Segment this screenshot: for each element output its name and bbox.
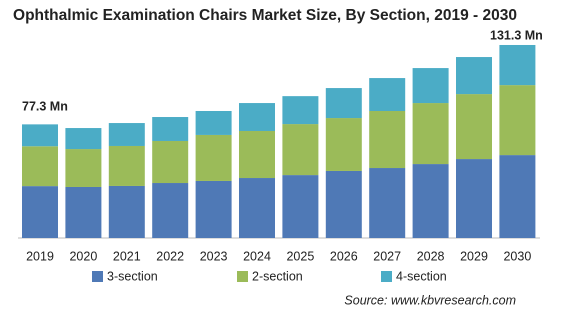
x-tick-label: 2026 xyxy=(330,249,358,263)
legend-label: 3-section xyxy=(107,269,158,283)
bar-segment xyxy=(456,57,492,95)
x-tick-label: 2025 xyxy=(286,249,314,263)
bar-segment xyxy=(325,170,362,238)
x-tick-label: 2019 xyxy=(26,249,54,263)
bar-segment xyxy=(108,123,145,146)
bar-segment xyxy=(456,94,492,160)
annotation: 131.3 Mn xyxy=(490,28,543,42)
x-tick-label: 2027 xyxy=(373,249,401,263)
x-tick-label: 2021 xyxy=(113,249,141,263)
bar-segment xyxy=(456,159,492,238)
x-tick-label: 2022 xyxy=(156,249,184,263)
bar-segment xyxy=(412,68,449,104)
x-tick-label: 2020 xyxy=(69,249,97,263)
bar-segment xyxy=(195,180,232,238)
legend-label: 2-section xyxy=(252,269,303,283)
bar-segment xyxy=(152,117,189,141)
bar-segment xyxy=(325,88,362,119)
bar-segment xyxy=(239,130,275,179)
chart-title: Ophthalmic Examination Chairs Market Siz… xyxy=(13,7,517,24)
bar-segment xyxy=(412,164,449,238)
legend-swatch xyxy=(237,271,248,282)
legend-swatch xyxy=(92,271,103,282)
bar-segment xyxy=(65,128,102,150)
bar-segment xyxy=(412,103,449,165)
bar-segment xyxy=(108,185,145,238)
bar-segment xyxy=(65,186,102,238)
bar-segment xyxy=(499,44,536,86)
bar-segment xyxy=(152,183,189,238)
bar-segment xyxy=(22,186,58,238)
bar-segment xyxy=(152,140,189,184)
bar-segment xyxy=(239,103,275,131)
bar-segment xyxy=(369,78,406,111)
bar-segment xyxy=(65,149,102,187)
bar-segment xyxy=(108,145,145,186)
bar-segment xyxy=(282,124,319,176)
x-tick-label: 2023 xyxy=(200,249,228,263)
source: Source: www.kbvresearch.com xyxy=(344,293,516,307)
bar-segment xyxy=(195,134,232,181)
bar-segment xyxy=(282,96,319,125)
bar-segment xyxy=(22,124,58,147)
x-tick-label: 2028 xyxy=(417,249,445,263)
bar-segment xyxy=(239,178,275,238)
x-tick-label: 2030 xyxy=(503,249,531,263)
x-tick-label: 2024 xyxy=(243,249,271,263)
bar-segment xyxy=(369,110,406,169)
x-tick-label: 2029 xyxy=(460,249,488,263)
annotation: 77.3 Mn xyxy=(22,99,68,113)
bar-segment xyxy=(195,110,232,135)
bar-segment xyxy=(369,168,406,238)
bar-segment xyxy=(325,118,362,171)
legend-swatch xyxy=(381,271,392,282)
bar-segment xyxy=(22,146,58,187)
bar-segment xyxy=(499,155,536,238)
bar-segment xyxy=(499,85,536,156)
legend-label: 4-section xyxy=(396,269,447,283)
bar-segment xyxy=(282,175,319,238)
